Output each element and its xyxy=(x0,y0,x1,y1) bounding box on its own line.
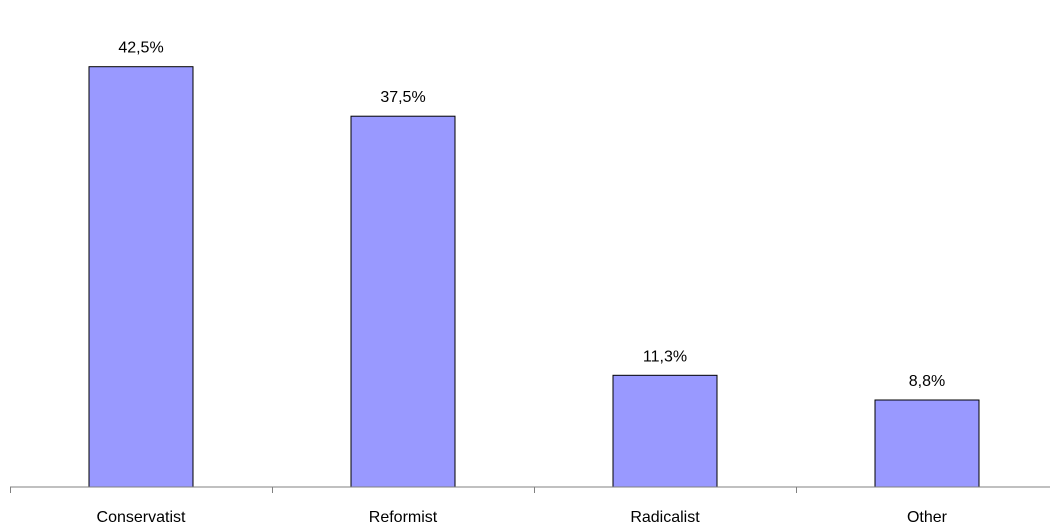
x-tick-label-other: Other xyxy=(907,509,948,526)
labels-layer: 42,5% Conservatist 37,5% Reformist 11,3% Radi… xyxy=(97,40,948,526)
bar-other xyxy=(874,399,980,488)
bar-radicalist xyxy=(612,374,718,488)
x-tick-label-conservatist: Conservatist xyxy=(97,509,186,526)
x-axis xyxy=(10,486,1050,493)
data-label-conservatist: 42,5% xyxy=(118,40,163,57)
bars-layer xyxy=(88,66,980,488)
bar-reformist xyxy=(350,115,456,488)
x-tick-label-radicalist: Radicalist xyxy=(630,509,700,526)
data-label-reformist: 37,5% xyxy=(380,89,425,106)
data-label-other: 8,8% xyxy=(909,373,945,390)
x-tick-label-reformist: Reformist xyxy=(369,509,438,526)
data-label-radicalist: 11,3% xyxy=(643,348,687,365)
bar-conservatist xyxy=(88,66,194,488)
